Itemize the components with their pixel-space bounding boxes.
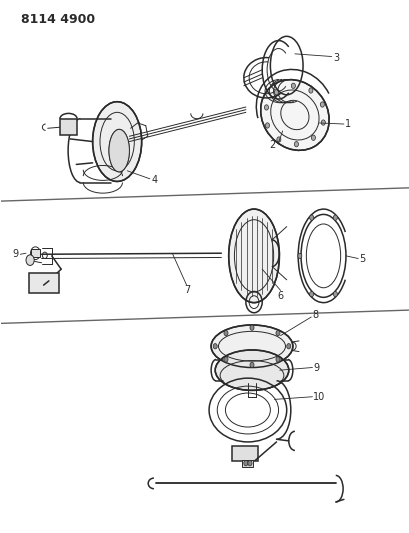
Circle shape (309, 215, 313, 220)
Ellipse shape (109, 130, 129, 172)
Text: 9: 9 (12, 249, 18, 259)
Circle shape (249, 362, 254, 368)
Circle shape (309, 292, 313, 297)
Text: 3: 3 (332, 53, 338, 62)
Text: 10: 10 (312, 392, 325, 402)
Circle shape (265, 123, 269, 128)
Bar (60, 119, 77, 135)
Circle shape (297, 253, 301, 259)
Bar (29, 273, 58, 293)
Circle shape (26, 255, 34, 265)
Text: 5: 5 (358, 254, 364, 263)
Circle shape (319, 102, 324, 107)
Ellipse shape (228, 209, 279, 303)
Circle shape (308, 88, 312, 93)
Circle shape (321, 120, 325, 125)
Circle shape (333, 292, 337, 297)
Ellipse shape (215, 350, 288, 390)
Text: 4: 4 (151, 175, 157, 185)
Circle shape (275, 357, 279, 362)
Circle shape (276, 137, 280, 142)
Circle shape (249, 325, 254, 330)
Circle shape (333, 215, 337, 220)
Circle shape (264, 105, 268, 110)
Ellipse shape (260, 79, 328, 150)
Ellipse shape (211, 325, 292, 368)
Circle shape (310, 135, 315, 140)
Circle shape (286, 344, 290, 349)
Text: 8: 8 (312, 310, 318, 320)
Circle shape (291, 83, 294, 88)
Text: 9: 9 (312, 362, 319, 373)
Circle shape (247, 461, 252, 466)
Bar (231, 446, 258, 461)
Circle shape (243, 461, 247, 466)
Text: 7: 7 (184, 286, 190, 295)
Circle shape (274, 90, 278, 95)
Text: 6: 6 (277, 290, 283, 301)
Text: 2: 2 (269, 140, 275, 150)
Text: 8114 4900: 8114 4900 (21, 13, 95, 26)
Circle shape (275, 330, 279, 336)
Bar (241, 460, 253, 467)
Bar (31, 249, 39, 257)
Circle shape (223, 330, 227, 336)
Circle shape (294, 142, 298, 147)
Text: 1: 1 (344, 119, 350, 129)
Circle shape (213, 344, 217, 349)
Circle shape (223, 357, 227, 362)
Ellipse shape (92, 102, 142, 181)
